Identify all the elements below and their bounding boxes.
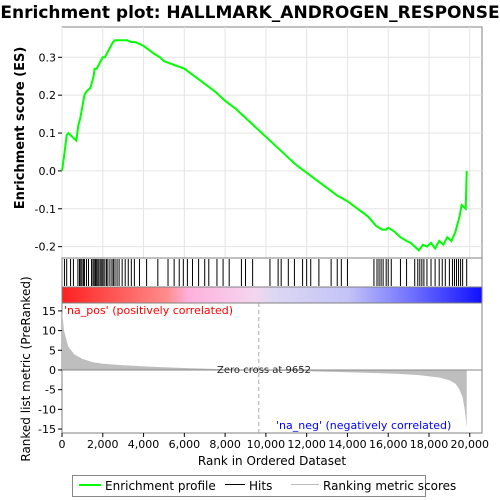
es-y-tick-label: 0.2 (39, 89, 57, 102)
x-tick-label: 16,000 (369, 438, 408, 451)
ranking-color-bar (61, 286, 483, 304)
legend-metric-label: Ranking metric scores (323, 479, 457, 493)
pos-label: 'na_pos' (positively correlated) (64, 304, 233, 317)
x-tick-label: 20,000 (451, 438, 490, 451)
metric-y-tick-label: -10 (38, 403, 56, 416)
hits-markers (63, 259, 468, 286)
metric-y-label: Ranked list metric (PreRanked) (19, 276, 33, 461)
es-y-tick-label: 0.0 (39, 165, 57, 178)
legend: Enrichment profile Hits Ranking metric s… (72, 475, 456, 497)
hits-swatch (225, 484, 245, 485)
ranking-metric-area (62, 310, 467, 428)
legend-profile-label: Enrichment profile (105, 479, 216, 493)
es-y-tick-label: -0.2 (35, 241, 56, 254)
x-tick-label: 2,000 (87, 438, 119, 451)
x-tick-label: 14,000 (328, 438, 367, 451)
neg-label: 'na_neg' (negatively correlated) (276, 419, 451, 432)
metric-swatch (291, 484, 319, 485)
metric-y-tick-label: 15 (42, 305, 56, 318)
metric-y-tick-label: 10 (42, 325, 56, 338)
es-gridlines (61, 27, 482, 258)
profile-swatch (79, 483, 101, 486)
legend-item-hits: Hits (225, 479, 272, 493)
legend-hits-label: Hits (249, 479, 273, 493)
metric-y-tick-label: 5 (49, 344, 56, 357)
x-tick-label: 6,000 (169, 438, 201, 451)
x-axis-label: Rank in Ordered Dataset (198, 454, 346, 468)
x-tick-label: 0 (59, 438, 66, 451)
x-tick-label: 8,000 (209, 438, 241, 451)
zero-cross-label: Zero cross at 9652 (217, 365, 311, 376)
enrichment-profile-line (61, 39, 468, 252)
x-axis-ticks: 0 2,000 4,000 6,000 8,000 10,000 12,000 14,000 1… (59, 433, 490, 451)
x-tick-label: 10,000 (247, 438, 286, 451)
chart-title: Enrichment plot: HALLMARK_ANDROGEN_RESPO… (0, 3, 499, 23)
es-y-tick-label: -0.1 (35, 203, 56, 216)
legend-item-profile: Enrichment profile (79, 479, 216, 493)
metric-y-ticks: -15 -10 -5 0 5 10 15 (38, 305, 62, 436)
x-tick-label: 4,000 (128, 438, 160, 451)
x-tick-label: 12,000 (287, 438, 326, 451)
es-y-tick-label: 0.1 (39, 127, 57, 140)
es-y-label: Enrichment score (ES) (13, 47, 28, 210)
es-y-ticks: -0.2 -0.1 0.0 0.1 0.2 0.3 (35, 51, 62, 254)
legend-item-metric: Ranking metric scores (291, 479, 456, 493)
metric-y-tick-label: 0 (49, 364, 56, 377)
metric-y-tick-label: -5 (45, 384, 56, 397)
metric-y-tick-label: -15 (38, 423, 56, 436)
es-y-tick-label: 0.3 (39, 51, 57, 64)
x-tick-label: 18,000 (410, 438, 449, 451)
hits-panel (61, 257, 483, 288)
